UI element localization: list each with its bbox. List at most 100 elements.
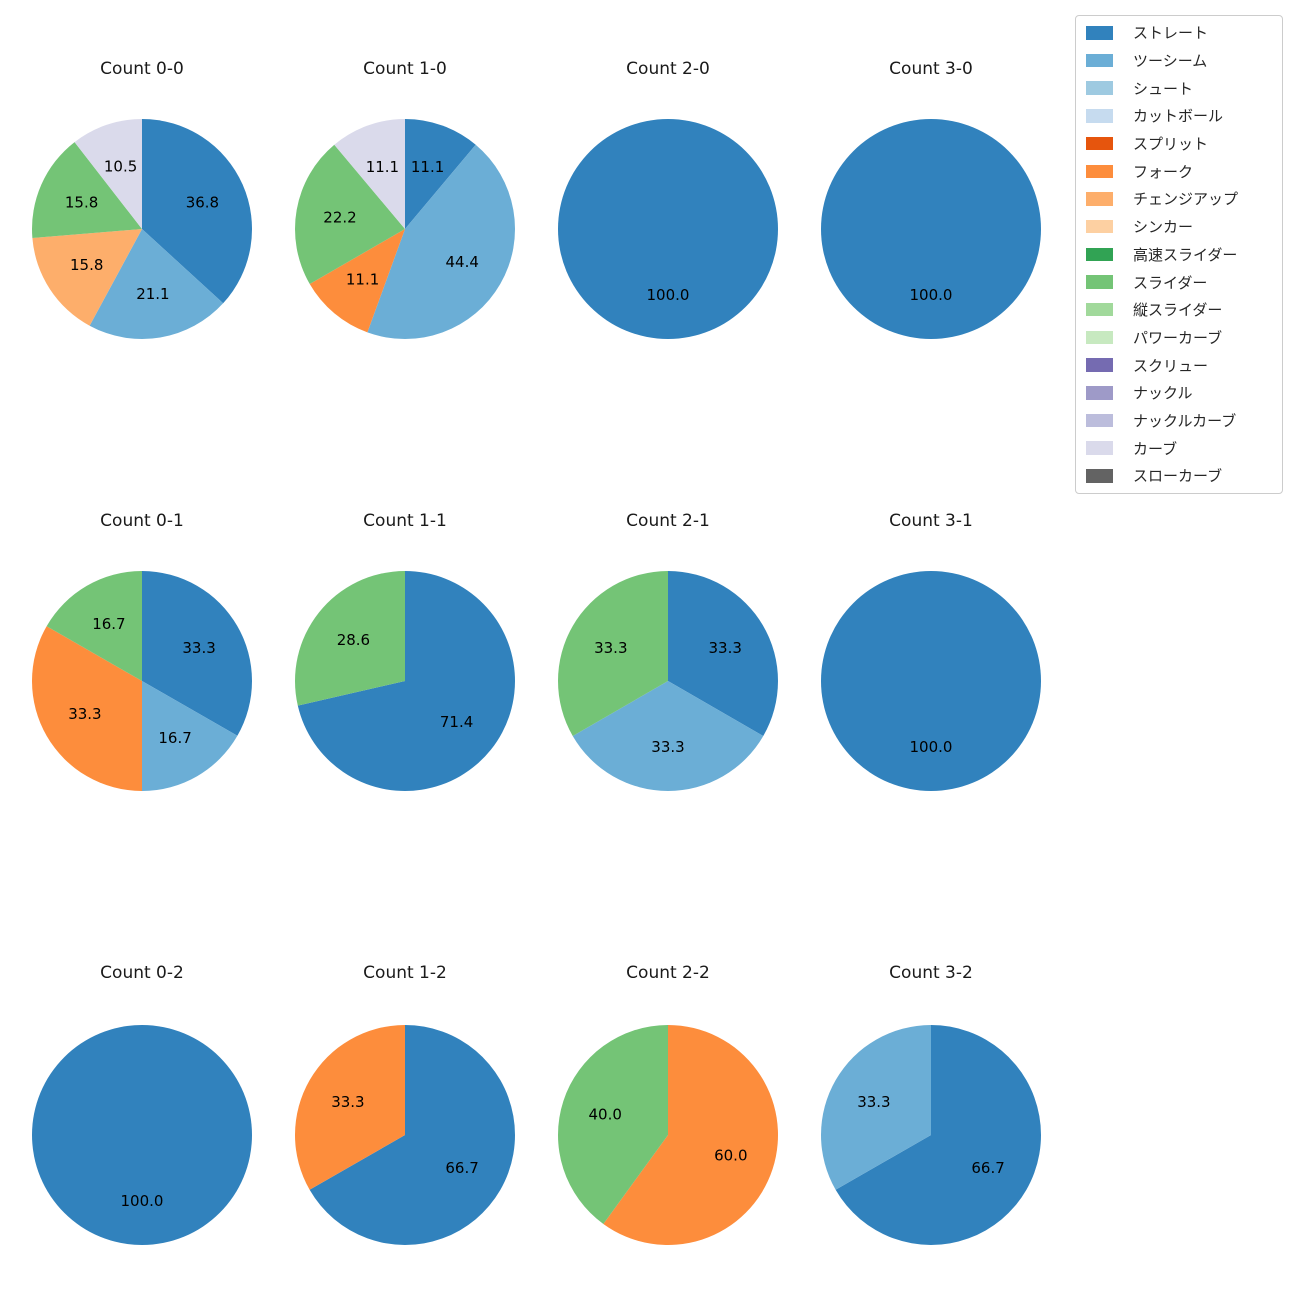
pie-slice (89, 229, 224, 340)
legend-label: ナックルカーブ (1133, 411, 1237, 430)
legend-label: スクリュー (1133, 356, 1209, 375)
pie-slice (32, 142, 142, 238)
legend-item: パワーカーブ (1086, 324, 1282, 352)
pie-slice (603, 1025, 778, 1245)
legend-swatch (1086, 53, 1113, 68)
pie-slice (309, 1025, 515, 1245)
legend-swatch (1086, 219, 1113, 234)
chart-title: Count 2-0 (626, 59, 710, 79)
legend-item: チェンジアップ (1086, 185, 1282, 213)
pie-slice (309, 229, 405, 333)
chart-title: Count 1-1 (363, 511, 447, 531)
pie-chart-count-0-2: 100.0 (32, 1025, 252, 1245)
legend-item: カットボール (1086, 102, 1282, 130)
legend-swatch (1086, 413, 1113, 428)
pie-slice (32, 229, 143, 326)
pct-label: 66.7 (445, 1159, 478, 1177)
legend-label: スローカーブ (1133, 467, 1223, 486)
pie-slice (668, 571, 778, 736)
pie-slice (142, 681, 238, 791)
legend-item: 高速スライダー (1086, 241, 1282, 269)
legend-swatch (1086, 247, 1113, 262)
pie-slice (294, 1025, 405, 1190)
pie-slice (558, 571, 668, 736)
legend-swatch (1086, 441, 1113, 455)
chart-title: Count 2-1 (626, 511, 710, 531)
chart-title: Count 1-2 (363, 963, 447, 983)
pie-slice (142, 571, 253, 736)
legend-label: フォーク (1133, 162, 1194, 181)
legend-label: カーブ (1133, 439, 1178, 458)
legend-swatch (1086, 386, 1113, 400)
legend-item: カーブ (1086, 434, 1282, 462)
legend-label: パワーカーブ (1133, 328, 1223, 347)
pct-label: 71.4 (440, 713, 473, 731)
pct-label: 100.0 (647, 286, 690, 304)
legend-swatch (1086, 109, 1113, 123)
pie-slice (32, 1025, 252, 1245)
pct-label: 15.8 (70, 256, 103, 274)
pct-label: 11.1 (346, 271, 379, 289)
pie-slice (46, 571, 142, 681)
pct-label: 36.8 (186, 193, 219, 211)
pie-slice (142, 119, 253, 304)
pie-slice (821, 119, 1041, 339)
pie-slice (405, 119, 476, 229)
legend-item: スプリット (1086, 130, 1282, 158)
pie-chart-count-3-0: 100.0 (821, 119, 1041, 339)
pie-chart-count-1-1: 71.4 28.6 (294, 571, 515, 791)
pie-chart-count-2-2: 60.0 40.0 (557, 1025, 778, 1245)
legend-swatch (1086, 26, 1113, 40)
legend-item: スローカーブ (1086, 462, 1282, 490)
pct-label: 60.0 (714, 1146, 747, 1164)
legend-swatch (1086, 302, 1113, 317)
chart-title: Count 0-0 (100, 59, 184, 79)
pct-label: 33.3 (182, 639, 215, 657)
legend: ストレート ツーシーム シュート カットボール スプリット フォーク チェンジアップ シンカー… (1075, 15, 1283, 494)
legend-item: スライダー (1086, 268, 1282, 296)
legend-swatch (1086, 81, 1113, 95)
chart-title: Count 2-2 (626, 963, 710, 983)
pct-label: 15.8 (65, 193, 98, 211)
legend-label: 高速スライダー (1133, 245, 1238, 264)
pct-label: 10.5 (104, 158, 137, 176)
pie-slice (295, 144, 405, 284)
legend-label: ツーシーム (1133, 52, 1208, 71)
pct-label: 33.3 (651, 738, 684, 756)
chart-title: Count 0-2 (100, 963, 184, 983)
pie-chart-count-1-0: 11.1 44.4 11.1 22.2 11.1 (295, 119, 516, 340)
pct-label: 33.3 (68, 705, 101, 723)
legend-label: ストレート (1133, 24, 1209, 43)
pie-slice (558, 119, 778, 339)
pie-slice (572, 681, 764, 791)
legend-item: シュート (1086, 74, 1282, 102)
pie-chart-count-3-1: 100.0 (821, 571, 1041, 791)
legend-label: シュート (1133, 79, 1194, 98)
pie-slice (334, 119, 405, 229)
chart-title: Count 3-2 (889, 963, 973, 983)
legend-swatch (1086, 330, 1113, 345)
pie-slice (557, 1025, 668, 1224)
pct-label: 33.3 (708, 639, 741, 657)
chart-title: Count 1-0 (363, 59, 447, 79)
pct-label: 100.0 (121, 1192, 164, 1210)
pie-slice (367, 144, 516, 340)
legend-item: ツーシーム (1086, 47, 1282, 75)
legend-item: フォーク (1086, 157, 1282, 185)
pct-label: 100.0 (910, 286, 953, 304)
pie-slice (74, 119, 142, 229)
pct-label: 33.3 (857, 1093, 890, 1111)
pie-chart-count-0-1: 33.3 16.7 33.3 16.7 (31, 571, 253, 791)
legend-item: ストレート (1086, 19, 1282, 47)
legend-swatch (1086, 275, 1113, 289)
legend-label: スライダー (1133, 273, 1208, 292)
chart-title: Count 0-1 (100, 511, 184, 531)
pie-slice (820, 1025, 931, 1190)
pct-label: 21.1 (136, 285, 169, 303)
pct-label: 40.0 (588, 1106, 621, 1124)
pct-label: 66.7 (971, 1159, 1004, 1177)
legend-swatch (1086, 164, 1113, 179)
pct-label: 44.4 (445, 253, 478, 271)
chart-title: Count 3-0 (889, 59, 973, 79)
